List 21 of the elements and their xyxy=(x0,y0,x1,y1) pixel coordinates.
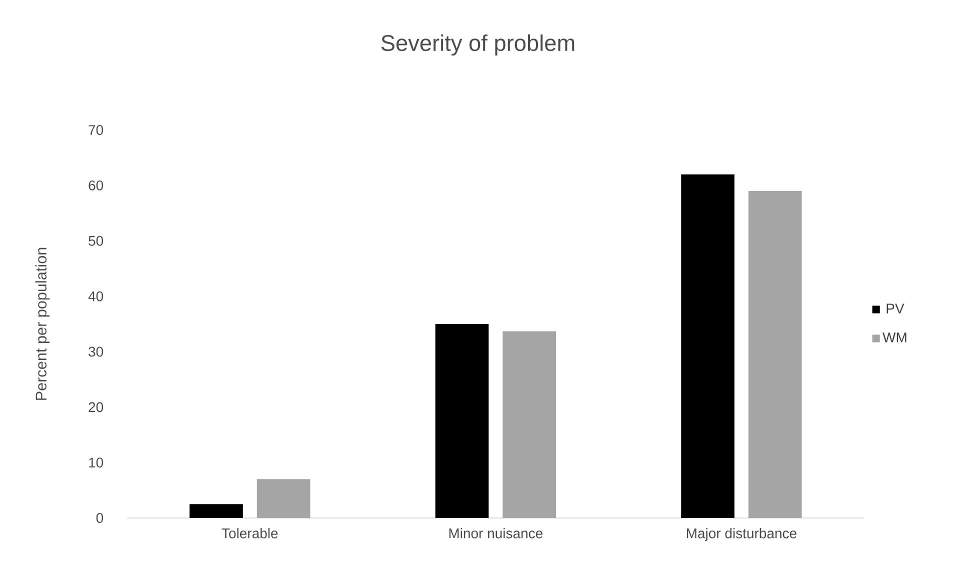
x-tick-label: Minor nuisance xyxy=(449,528,542,538)
x-tick-label: Tolerable xyxy=(222,528,278,538)
bar xyxy=(435,324,489,518)
bar xyxy=(681,174,734,518)
bar xyxy=(256,479,310,518)
y-tick-label: 30 xyxy=(88,346,104,357)
legend-label: WM xyxy=(882,332,906,342)
bar xyxy=(190,504,243,518)
bar xyxy=(502,331,556,518)
y-tick-label: 50 xyxy=(88,236,104,246)
y-tick-label: 40 xyxy=(88,291,104,302)
y-tick-label: 10 xyxy=(89,458,104,468)
y-axis-title: Percent per population xyxy=(35,248,50,400)
x-tick-label: Major disturbance xyxy=(686,528,796,542)
y-tick-label: 60 xyxy=(88,180,104,190)
y-tick-label: 70 xyxy=(88,125,104,135)
y-tick-label: 20 xyxy=(88,402,104,412)
legend-label: PV xyxy=(886,304,904,314)
chart-title: Severity of problem xyxy=(381,34,574,56)
y-tick-label: 0 xyxy=(96,513,104,523)
bar xyxy=(748,190,802,518)
